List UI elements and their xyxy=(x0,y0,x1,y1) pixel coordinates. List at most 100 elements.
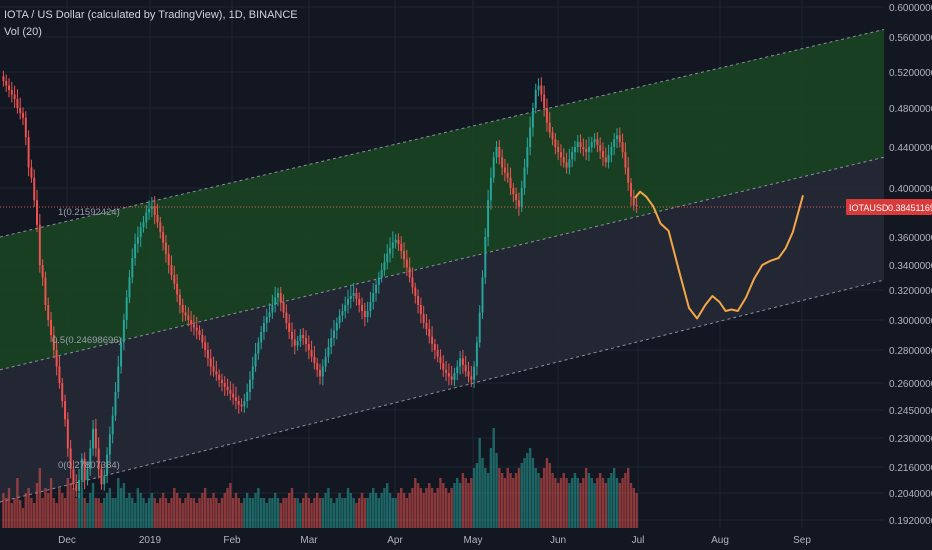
candle-body xyxy=(103,475,106,485)
volume-bar xyxy=(472,468,476,528)
volume-bar xyxy=(489,448,493,528)
fib-level-label: 0(0.27807384) xyxy=(58,460,120,471)
candle-body xyxy=(5,81,8,86)
volume-bar xyxy=(355,503,358,528)
volume-bar xyxy=(425,488,428,528)
volume-bar xyxy=(402,493,406,528)
candle-body xyxy=(403,251,406,260)
candle-body xyxy=(204,342,207,350)
volume-bar xyxy=(503,478,507,528)
volume-bar xyxy=(447,493,451,528)
volume-bar xyxy=(570,478,574,528)
volume-bar xyxy=(582,478,585,528)
volume-bar xyxy=(612,468,616,528)
volume-bar xyxy=(433,493,437,528)
candle-body xyxy=(509,177,512,188)
volume-bar xyxy=(313,498,316,528)
chart-title: IOTA / US Dollar (calculated by TradingV… xyxy=(4,9,298,21)
volume-bar xyxy=(273,493,277,528)
candle-body xyxy=(209,358,212,367)
candle-body xyxy=(616,135,618,140)
candle-body xyxy=(517,200,520,207)
candle-body xyxy=(8,85,10,90)
volume-bar xyxy=(33,503,36,528)
candle-body xyxy=(36,200,39,225)
volume-bar xyxy=(526,453,529,528)
candle-body xyxy=(571,152,574,160)
volume-bar xyxy=(212,493,215,528)
time-axis[interactable]: Dec 2019 Feb Mar Apr May Jun Jul Aug Sep xyxy=(58,535,811,546)
volume-bar xyxy=(243,498,246,528)
candle-body xyxy=(41,265,44,278)
channel-lower-band xyxy=(0,157,884,502)
volume-bar xyxy=(453,483,456,528)
candle-body xyxy=(78,480,81,491)
candle-body xyxy=(50,320,53,335)
candle-body xyxy=(19,108,22,113)
volume-bar xyxy=(167,503,170,528)
candle-body xyxy=(310,350,313,357)
volume-bar xyxy=(89,493,92,528)
candle-body xyxy=(72,469,75,485)
volume-bar xyxy=(492,428,495,528)
volume-bar xyxy=(568,483,571,528)
candle-body xyxy=(383,262,386,270)
candle-body xyxy=(181,305,184,313)
volume-bar xyxy=(195,503,198,528)
volume-bar xyxy=(551,473,554,528)
candle-body xyxy=(285,312,288,323)
candle-body xyxy=(492,157,495,178)
price-axis[interactable]: 0.60000000 0.56000000 0.52000000 0.48000000… xyxy=(846,3,932,527)
candle-body xyxy=(484,237,487,278)
volume-bar xyxy=(607,478,610,528)
candle-body xyxy=(587,147,590,153)
volume-bar xyxy=(315,493,319,528)
candle-body xyxy=(106,454,109,476)
candle-body xyxy=(442,363,445,370)
candle-body xyxy=(515,194,518,201)
candle-body xyxy=(246,392,249,401)
volume-bar xyxy=(187,493,190,528)
volume-indicator-label: Vol (20) xyxy=(4,26,42,38)
candle-body xyxy=(305,338,307,344)
y-tick-label: 0.23000000 xyxy=(889,434,932,445)
candle-body xyxy=(627,167,630,183)
volume-bar xyxy=(400,488,403,528)
volume-bar xyxy=(229,483,232,528)
candle-body xyxy=(596,139,599,146)
candle-body xyxy=(94,428,97,449)
volume-bar xyxy=(189,498,193,528)
candle-body xyxy=(248,379,251,392)
candle-body xyxy=(190,320,193,325)
candle-body xyxy=(117,366,120,392)
candle-body xyxy=(349,296,352,299)
volume-bar xyxy=(456,478,459,528)
candle-body xyxy=(299,335,302,341)
candle-body xyxy=(503,167,506,173)
candle-body xyxy=(630,182,632,197)
candle-body xyxy=(405,259,408,268)
volume-bar xyxy=(209,498,212,528)
candle-body xyxy=(576,142,579,147)
candle-body xyxy=(291,332,293,340)
volume-bar xyxy=(217,503,221,528)
volume-bar xyxy=(540,478,543,528)
candle-body xyxy=(212,366,215,372)
candle-body xyxy=(302,335,305,338)
volume-bar xyxy=(97,498,100,528)
volume-bar xyxy=(624,473,627,528)
volume-bar xyxy=(220,498,224,528)
volume-bar xyxy=(601,478,605,528)
volume-bar xyxy=(506,468,509,528)
y-tick-label: 0.19200000 xyxy=(889,516,932,527)
volume-bar xyxy=(408,493,411,528)
candle-body xyxy=(125,297,128,320)
candle-body xyxy=(274,297,277,305)
candle-body xyxy=(114,392,117,416)
volume-bar xyxy=(173,488,176,528)
candle-body xyxy=(467,371,470,377)
candle-body xyxy=(223,383,226,387)
volume-bar xyxy=(428,483,431,528)
fib-level-label: 0.5(0.24698696) xyxy=(52,335,122,346)
